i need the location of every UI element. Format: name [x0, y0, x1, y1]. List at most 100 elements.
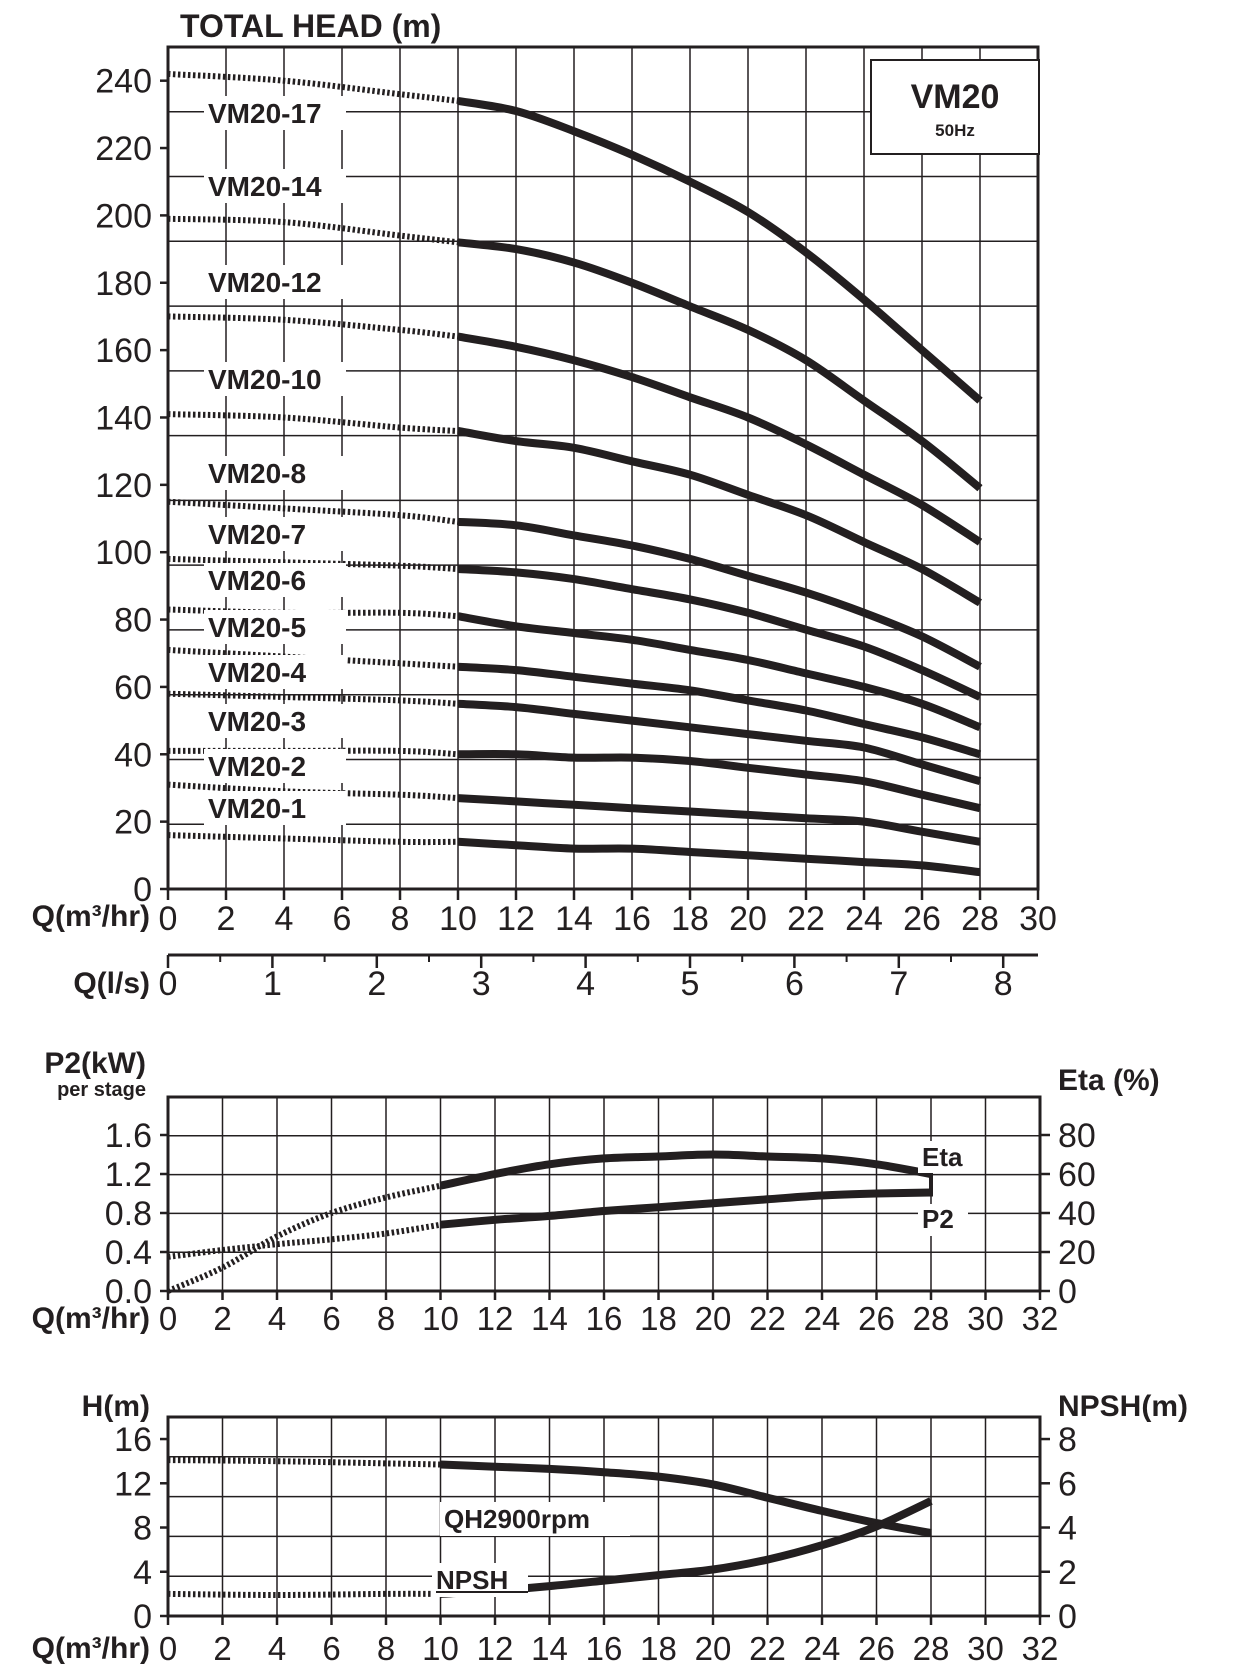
head-curve-vm20-10-solid	[457, 427, 983, 607]
qh-curve-label: QH2900rpm	[444, 1504, 590, 1534]
y2-tick-label: 4	[1058, 1510, 1077, 1548]
head-x-ticks: 0 2 4 6 8 10 12 14 16 18 20 22 24 26 28 30	[159, 889, 1057, 938]
x-tick-label: 24	[804, 1630, 841, 1667]
head-curve-vm20-14-dotted	[167, 215, 459, 246]
x-tick-label: 14	[531, 1300, 568, 1337]
npsh-x-axis-label: Q(m³/hr)	[32, 1632, 150, 1665]
npsh-chart-grid	[168, 1417, 1040, 1616]
curve-label-bg	[204, 96, 346, 130]
y-tick-label: 12	[114, 1465, 152, 1503]
p2-curve-dotted	[167, 1221, 441, 1260]
head-chart-title: TOTAL HEAD (m)	[180, 8, 441, 44]
y-tick-label: 180	[95, 265, 152, 303]
y2-tick-label: 40	[1058, 1195, 1096, 1233]
curve-label-bg	[204, 749, 346, 783]
eta-curve-dotted	[166, 1182, 442, 1294]
flow-ls-ticks: 0 1 2 3 4 5 6 7 8	[159, 955, 1013, 1003]
curve-label-bg	[204, 704, 346, 738]
curve-label-bg	[204, 456, 346, 490]
h-y-axis-label: H(m)	[82, 1390, 150, 1423]
curve-label-bg	[204, 169, 346, 203]
x-tick-label: 10	[439, 900, 477, 938]
x-tick-label: 8	[377, 1630, 395, 1667]
qh-curve-solid	[440, 1460, 932, 1537]
x-tick-label: 20	[695, 1630, 732, 1667]
power-y-axis-label: P2(kW)	[44, 1047, 146, 1080]
p2-curve-solid	[440, 1188, 932, 1229]
frequency-label: 50Hz	[935, 121, 975, 140]
head-chart-frame	[166, 45, 1040, 891]
y-tick-label: 0	[133, 1598, 152, 1636]
curve-label-vm20-2: VM20-2	[208, 751, 306, 782]
curve-label-vm20-17: VM20-17	[208, 98, 322, 129]
eta-curve-solid	[439, 1150, 932, 1190]
x-tick-label: 6	[333, 900, 352, 938]
head-curve-vm20-12-solid	[457, 332, 983, 546]
head-curve-vm20-12-dotted	[167, 313, 459, 340]
ls-tick-label: 6	[785, 965, 804, 1003]
head-y-ticks: 0 20 40 60 80 100 120 140 160 180 200 220 240	[95, 63, 168, 909]
curve-label-vm20-7: VM20-7	[208, 519, 306, 550]
x-tick-label: 8	[377, 1300, 395, 1337]
x-tick-label: 30	[967, 1630, 1004, 1667]
curve-label-vm20-8: VM20-8	[208, 458, 306, 489]
curve-label-vm20-10: VM20-10	[208, 364, 322, 395]
head-curve-vm20-5-solid	[457, 662, 982, 759]
head-curve-vm20-17-solid	[457, 96, 983, 404]
flow-ls-axis-label: Q(l/s)	[73, 967, 150, 1000]
power-curves	[166, 1150, 933, 1294]
x-tick-label: 22	[787, 900, 825, 938]
head-curve-vm20-7-solid	[457, 565, 982, 701]
y-tick-label: 4	[133, 1554, 152, 1592]
model-label: VM20	[911, 78, 1000, 116]
y-tick-label: 1.2	[105, 1156, 152, 1194]
curve-label-bg	[204, 517, 346, 551]
x-tick-label: 10	[422, 1630, 459, 1667]
y2-tick-label: 2	[1058, 1554, 1077, 1592]
power-y-ticks: 0.00.40.81.21.6	[105, 1117, 168, 1311]
x-tick-label: 30	[1019, 900, 1057, 938]
head-curve-labels: VM20-17 VM20-14 VM20-12 VM20-10 VM20-8 VM20-7…	[204, 96, 346, 825]
y-tick-label: 1.6	[105, 1117, 152, 1155]
y2-tick-label: 20	[1058, 1234, 1096, 1272]
y-tick-label: 0	[133, 871, 152, 909]
x-tick-label: 6	[322, 1630, 340, 1667]
x-tick-label: 32	[1022, 1630, 1059, 1667]
head-curve-vm20-10-dotted	[167, 411, 459, 434]
x-tick-label: 22	[749, 1630, 786, 1667]
x-tick-label: 0	[159, 900, 178, 938]
x-tick-label: 26	[858, 1300, 895, 1337]
y-tick-label: 240	[95, 63, 152, 101]
x-tick-label: 30	[967, 1300, 1004, 1337]
x-tick-label: 2	[217, 900, 236, 938]
x-tick-label: 28	[913, 1630, 950, 1667]
head-curve-vm20-8-solid	[457, 517, 982, 671]
y2-tick-label: 60	[1058, 1156, 1096, 1194]
x-tick-label: 0	[159, 1300, 177, 1337]
head-chart: VM20-17VM20-14VM20-12VM20-10VM20-8VM20-7…	[32, 8, 1057, 1003]
x-tick-label: 24	[804, 1300, 841, 1337]
curve-label-bg	[204, 655, 346, 689]
head-curve-vm20-14-solid	[457, 238, 983, 492]
x-tick-label: 16	[613, 900, 651, 938]
y-tick-label: 220	[95, 130, 152, 168]
x-tick-label: 22	[749, 1300, 786, 1337]
x-tick-label: 16	[586, 1300, 623, 1337]
npsh-x-ticks: 0 2 4 6 8 10 12 14 16 18 20 22 24 26 28 30 32	[159, 1616, 1059, 1667]
curve-label-vm20-3: VM20-3	[208, 706, 306, 737]
eta-curve-label: Eta	[922, 1142, 963, 1172]
y-tick-label: 20	[114, 804, 152, 842]
x-tick-label: 12	[477, 1630, 514, 1667]
y-tick-label: 120	[95, 467, 152, 505]
x-tick-label: 14	[555, 900, 593, 938]
curve-label-bg	[204, 362, 346, 396]
x-tick-label: 4	[268, 1630, 286, 1667]
x-tick-label: 4	[268, 1300, 286, 1337]
y2-tick-label: 0	[1058, 1273, 1077, 1311]
npsh-y-axis-label: NPSH(m)	[1058, 1390, 1188, 1423]
y-tick-label: 140	[95, 399, 152, 437]
power-chart: P2(kW) per stage Eta (%) Eta P2 0.00.40.…	[32, 1047, 1160, 1337]
curve-label-bg	[204, 610, 346, 644]
npsh-y-ticks: 0 2 4 6 8	[1040, 1421, 1077, 1636]
